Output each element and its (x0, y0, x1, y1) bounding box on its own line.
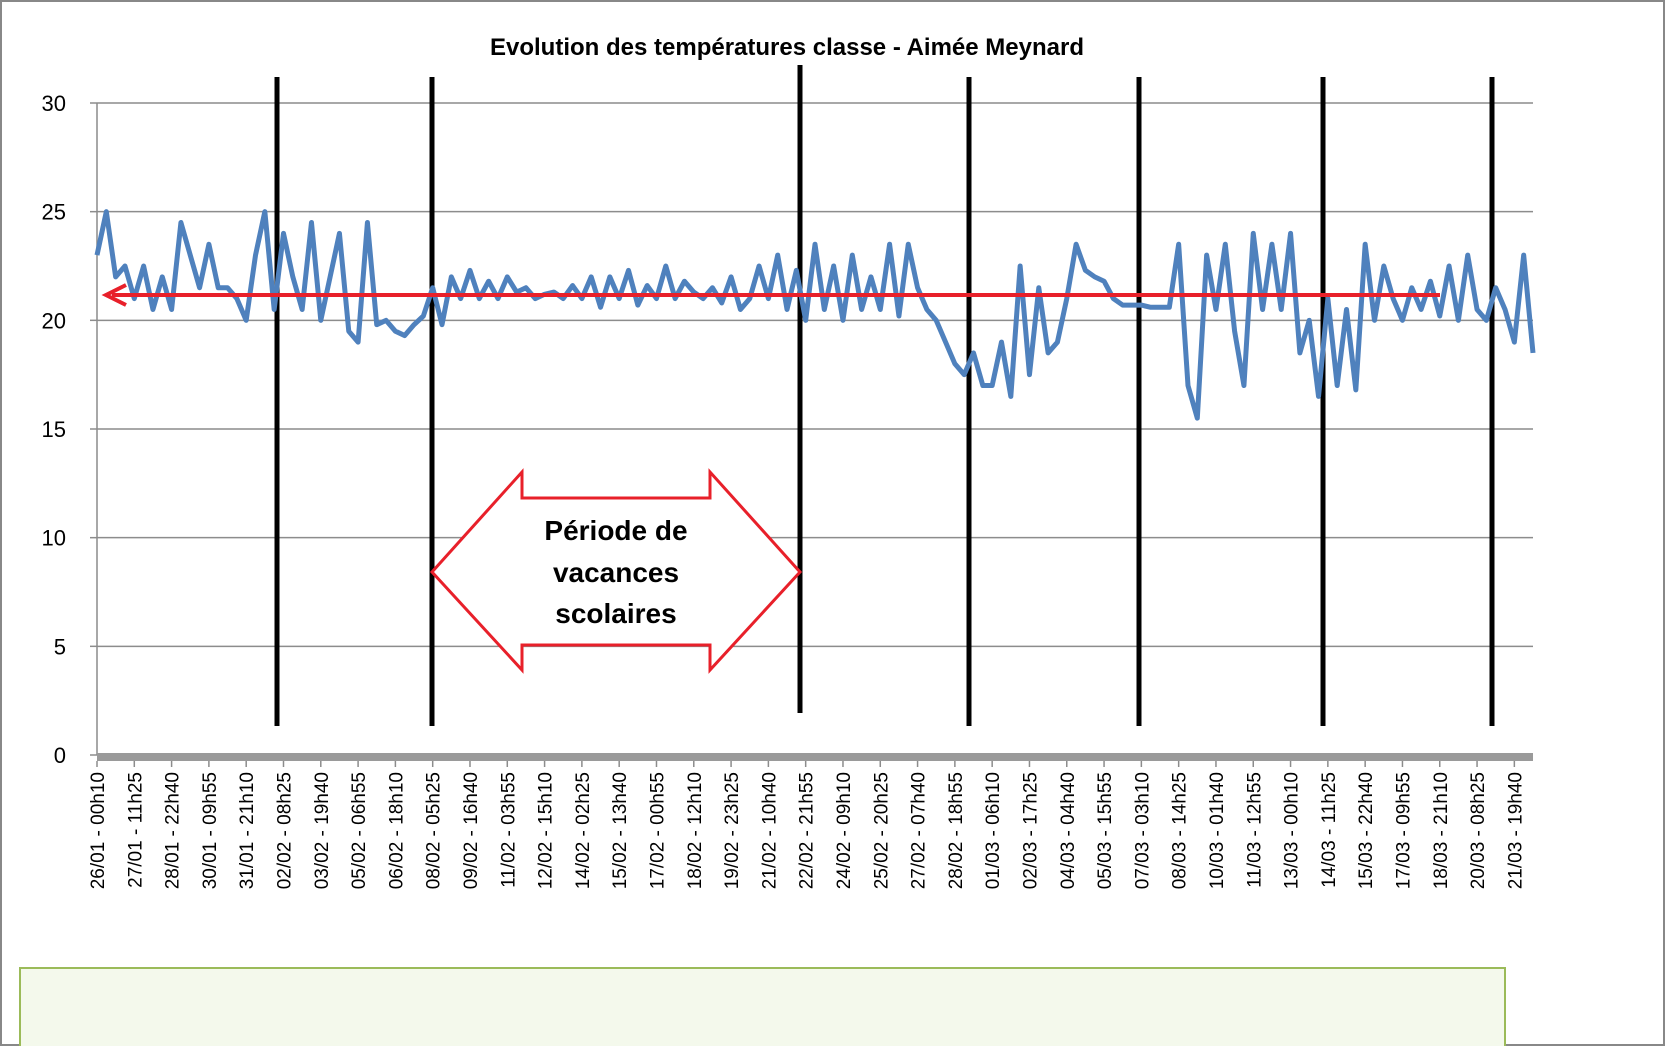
x-tick-label: 28/01 - 22h40 (163, 772, 184, 889)
x-tick-label: 04/03 - 04h40 (1058, 772, 1079, 889)
x-tick-label: 25/02 - 20h25 (871, 772, 892, 889)
x-tick-label: 10/03 - 01h40 (1207, 772, 1228, 889)
holiday-double-arrow (429, 468, 803, 674)
x-tick-label: 21/02 - 10h40 (759, 772, 780, 889)
caption-box (19, 967, 1506, 1046)
x-tick-label: 30/01 - 09h55 (200, 772, 221, 889)
y-tick-label: 10 (42, 526, 66, 551)
x-tick-label: 28/02 - 18h55 (946, 772, 967, 889)
x-tick-label: 11/03 - 12h55 (1244, 772, 1265, 888)
y-tick-label: 25 (42, 200, 66, 225)
week-separators (274, 65, 1495, 726)
x-tick-label: 24/02 - 09h10 (834, 772, 855, 889)
mean-arrow (101, 283, 1440, 307)
annotation-line: scolaires (555, 598, 676, 629)
x-tick-label: 02/02 - 08h25 (274, 772, 295, 889)
annotation-line: vacances (553, 557, 679, 588)
arrow-head (101, 283, 127, 307)
x-tick-label: 05/02 - 06h55 (349, 772, 370, 889)
x-tick-label: 17/02 - 00h55 (647, 772, 668, 889)
y-tick-label: 5 (54, 634, 66, 659)
x-tick-label: 06/02 - 18h10 (386, 772, 407, 889)
chart-title: Evolution des températures classe - Aimé… (490, 34, 1084, 61)
x-tick-label: 01/03 - 06h10 (983, 772, 1004, 889)
x-tick-label: 02/03 - 17h25 (1020, 772, 1041, 889)
x-tick-label: 07/03 - 03h10 (1132, 772, 1153, 889)
x-tick-label: 13/03 - 00h10 (1282, 772, 1303, 889)
x-tick-label: 11/02 - 03h55 (498, 772, 519, 888)
grid (90, 102, 1533, 767)
x-tick-label: 15/03 - 22h40 (1356, 772, 1377, 889)
annotation: Période de vacances scolaires (544, 515, 687, 629)
x-tick-label: 26/01 - 00h10 (88, 772, 109, 889)
x-tick-label: 22/02 - 21h55 (797, 772, 818, 889)
x-tick-label: 12/02 - 15h10 (536, 772, 557, 889)
annotation-line: Période de (544, 515, 687, 546)
x-tick-label: 03/02 - 19h40 (312, 772, 333, 889)
x-tick-label: 31/01 - 21h10 (237, 772, 258, 889)
x-tick-label: 17/03 - 09h55 (1393, 772, 1414, 889)
x-tick-label: 08/03 - 14h25 (1170, 772, 1191, 889)
x-tick-label: 18/03 - 21h10 (1431, 772, 1452, 889)
y-tick-label: 30 (42, 91, 66, 116)
x-tick-label: 18/02 - 12h10 (685, 772, 706, 889)
x-tick-label: 20/03 - 08h25 (1468, 772, 1489, 889)
series-line (94, 209, 1536, 421)
y-tick-label: 15 (42, 417, 66, 442)
x-tick-label: 19/02 - 23h25 (722, 772, 743, 889)
x-tick-label: 21/03 - 19h40 (1505, 772, 1526, 889)
x-tick-label: 14/03 - 11h25 (1319, 772, 1340, 888)
x-tick-label: 27/02 - 07h40 (909, 772, 930, 889)
x-tick-label: 14/02 - 02h25 (573, 772, 594, 889)
x-tick-label: 08/02 - 05h25 (424, 772, 445, 889)
series-layer (94, 209, 1536, 421)
x-tick-label: 09/02 - 16h40 (461, 772, 482, 889)
y-tick-label: 0 (54, 743, 66, 768)
y-tick-label: 20 (42, 308, 66, 333)
x-tick-label: 27/01 - 11h25 (125, 772, 146, 888)
x-tick-label: 05/03 - 15h55 (1095, 772, 1116, 889)
x-tick-label: 15/02 - 13h40 (610, 772, 631, 889)
